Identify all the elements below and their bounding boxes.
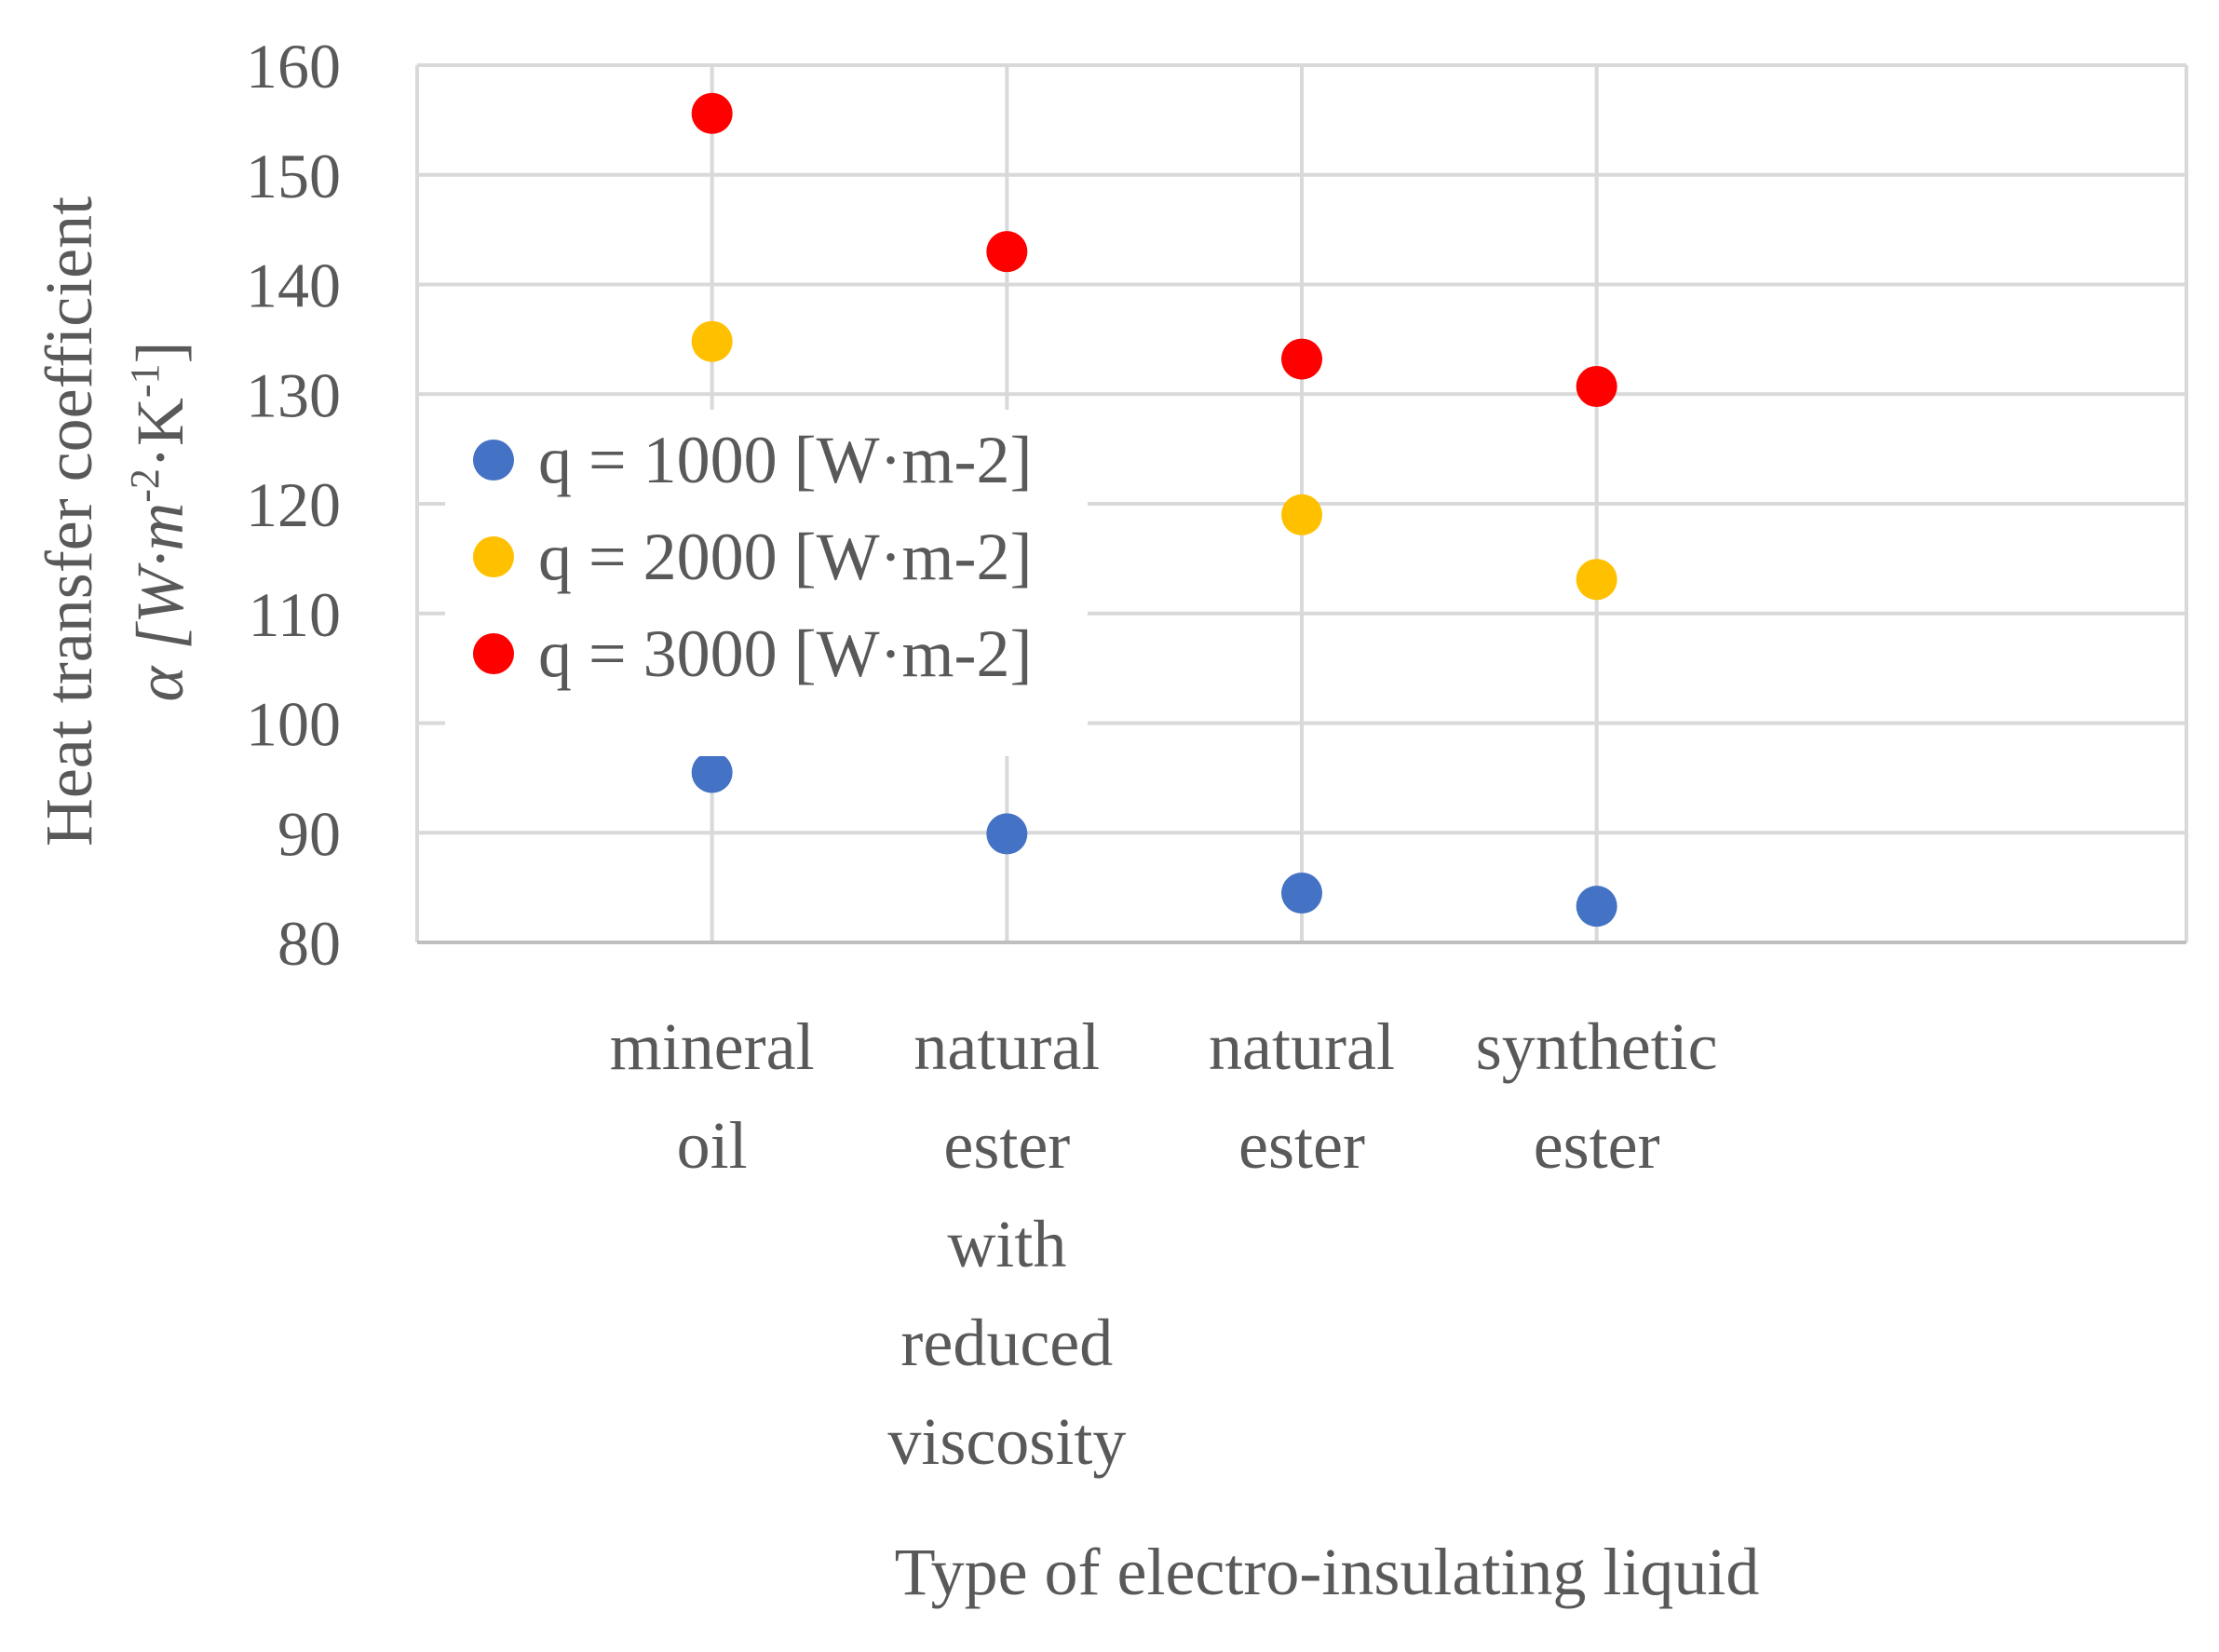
point-series1-3	[1576, 886, 1617, 928]
y-tick-labels: 80 90 100 110 120 130 140 150 160	[246, 31, 341, 979]
point-series3-0	[691, 92, 733, 134]
legend-label-1: q = 2000 [W·m-2]	[538, 520, 1032, 594]
y-axis-title-prefix: α [W·m	[123, 503, 197, 702]
x-tick-label-1-line-1: ester	[943, 1108, 1070, 1183]
legend-marker-0	[473, 440, 514, 481]
point-series3-2	[1281, 338, 1322, 380]
y-tick-label-3: 110	[249, 579, 341, 650]
x-tick-label-3-line-1: ester	[1534, 1108, 1660, 1183]
y-axis-title-exp1: -2	[122, 468, 168, 503]
x-tick-label-3: synthetic ester	[1476, 1009, 1718, 1183]
y-tick-label-0: 80	[277, 908, 341, 979]
y-tick-label-1: 90	[277, 798, 341, 869]
x-tick-label-1-line-0: natural	[913, 1009, 1100, 1084]
y-axis-title-exp2: -1	[122, 363, 168, 398]
legend-label-2: q = 3000 [W·m-2]	[538, 616, 1032, 691]
legend: q = 1000 [W·m-2] q = 2000 [W·m-2] q = 3000…	[445, 410, 1088, 756]
y-tick-label-8: 160	[246, 31, 341, 102]
y-tick-label-5: 130	[246, 359, 341, 430]
legend-label-0: q = 1000 [W·m-2]	[538, 423, 1032, 497]
point-series3-1	[986, 231, 1028, 273]
legend-marker-1	[473, 536, 514, 577]
y-tick-label-4: 120	[246, 469, 341, 540]
legend-marker-2	[473, 633, 514, 674]
point-series1-0	[691, 752, 733, 793]
x-tick-label-3-line-0: synthetic	[1476, 1009, 1718, 1084]
point-series2-2	[1281, 494, 1322, 535]
point-series3-3	[1576, 366, 1617, 408]
y-tick-label-7: 150	[246, 141, 341, 211]
legend-background	[445, 410, 1088, 756]
x-tick-label-0: mineral oil	[610, 1009, 815, 1183]
y-axis-title-line1: Heat transfer coefficient	[32, 196, 106, 846]
x-axis-title: Type of electro-insulating liquid	[895, 1535, 1760, 1609]
point-series1-1	[986, 813, 1028, 855]
x-tick-label-0-line-1: oil	[677, 1108, 748, 1183]
x-tick-label-2-line-1: ester	[1238, 1108, 1365, 1183]
x-tick-label-0-line-0: mineral	[610, 1009, 815, 1084]
x-tick-label-1: natural ester with reduced viscosity	[887, 1009, 1126, 1479]
point-series1-2	[1281, 873, 1322, 914]
x-tick-label-1-line-2: with	[947, 1207, 1066, 1281]
y-tick-label-2: 100	[246, 689, 341, 760]
point-series2-3	[1576, 559, 1617, 601]
x-tick-label-1-line-3: reduced	[900, 1306, 1113, 1380]
y-axis-title: Heat transfer coefficient α [W·m-2·K-1]	[32, 196, 197, 846]
point-series2-0	[691, 320, 733, 362]
x-tick-label-2-line-0: natural	[1209, 1009, 1395, 1084]
y-tick-label-6: 140	[246, 251, 341, 321]
y-axis-title-mid: ·K	[123, 398, 197, 468]
y-axis-title-line2: α [W·m-2·K-1]	[122, 341, 197, 701]
y-axis-title-suffix: ]	[123, 341, 197, 363]
x-tick-label-1-line-4: viscosity	[887, 1404, 1126, 1479]
x-tick-labels: mineral oil natural ester with reduced viscosi…	[610, 1009, 1718, 1479]
x-tick-label-2: natural ester	[1209, 1009, 1395, 1183]
